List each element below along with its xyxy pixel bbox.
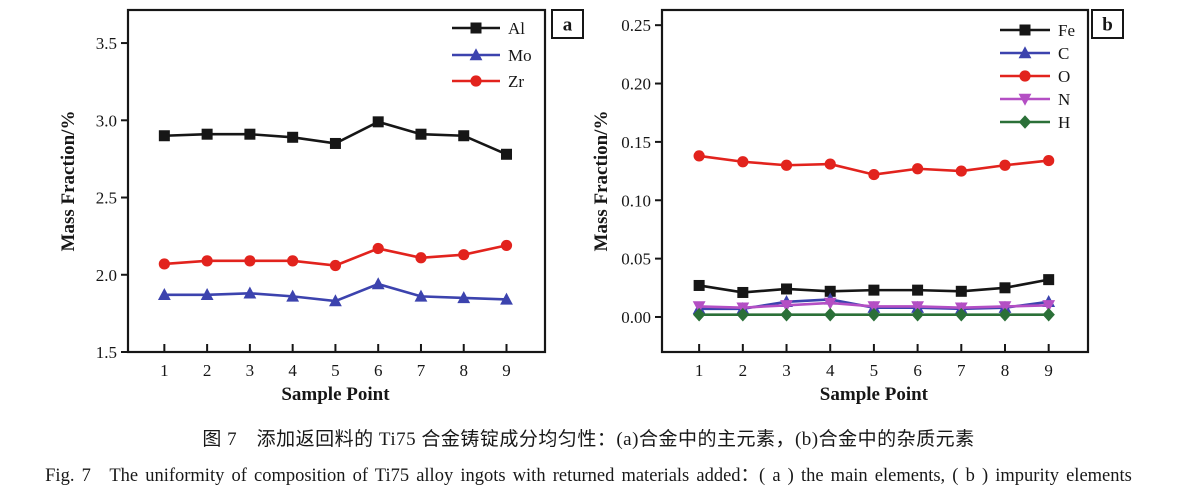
- svg-text:1: 1: [695, 361, 704, 380]
- svg-text:3.0: 3.0: [96, 111, 117, 130]
- panel-a: 1.5 2.0 2.5 3.0 3.5 1 2 3 4 5 6 7 8 9 Mass Fraction/% S…: [58, 8, 584, 405]
- svg-text:3.5: 3.5: [96, 34, 117, 53]
- svg-text:Fe: Fe: [1058, 21, 1075, 40]
- legend-item-O: O: [1000, 67, 1070, 86]
- svg-text:H: H: [1058, 113, 1070, 132]
- svg-text:a: a: [563, 15, 573, 36]
- svg-text:7: 7: [417, 361, 426, 380]
- svg-text:N: N: [1058, 90, 1070, 109]
- svg-text:8: 8: [459, 361, 468, 380]
- series-Al: [158, 116, 513, 160]
- series-H: [692, 307, 1055, 322]
- svg-text:Al: Al: [508, 19, 525, 38]
- svg-text:b: b: [1102, 15, 1113, 36]
- svg-text:4: 4: [826, 361, 835, 380]
- svg-text:O: O: [1058, 67, 1070, 86]
- legend-item-Al: Al: [452, 19, 525, 38]
- series-Mo: [157, 277, 513, 307]
- y-axis-title: Mass Fraction/%: [591, 111, 612, 252]
- panel-label-box-a: a: [551, 9, 584, 39]
- plot-frame: [126, 8, 547, 354]
- svg-text:7: 7: [957, 361, 966, 380]
- svg-text:2: 2: [739, 361, 748, 380]
- legend-a: Al Mo Zr: [452, 19, 532, 91]
- y-axis-title: Mass Fraction/%: [58, 111, 79, 252]
- svg-text:5: 5: [870, 361, 879, 380]
- svg-text:5: 5: [331, 361, 340, 380]
- legend-item-N: N: [1000, 90, 1070, 109]
- series-Zr: [158, 239, 513, 272]
- svg-text:0.10: 0.10: [621, 191, 651, 210]
- svg-text:1: 1: [160, 361, 169, 380]
- svg-text:6: 6: [913, 361, 922, 380]
- caption-english: Fig. 7 The uniformity of composition of …: [45, 466, 1132, 486]
- svg-text:2: 2: [203, 361, 212, 380]
- legend-item-Mo: Mo: [452, 46, 532, 65]
- svg-text:0.15: 0.15: [621, 133, 651, 152]
- svg-text:4: 4: [288, 361, 297, 380]
- svg-text:9: 9: [1044, 361, 1053, 380]
- plot-frame: [660, 8, 1090, 354]
- svg-text:Mo: Mo: [508, 46, 532, 65]
- svg-text:0.20: 0.20: [621, 75, 651, 94]
- svg-text:0.05: 0.05: [621, 250, 651, 269]
- legend-item-C: C: [1000, 44, 1069, 63]
- svg-text:3: 3: [782, 361, 791, 380]
- svg-text:C: C: [1058, 44, 1069, 63]
- axes-b: 0.00 0.05 0.10 0.15 0.20 0.25 1 2 3 4 5 6 7 8 9: [621, 16, 1053, 380]
- legend-item-Fe: Fe: [1000, 21, 1075, 40]
- x-axis-title: Sample Point: [281, 384, 390, 405]
- legend-item-Zr: Zr: [452, 72, 524, 91]
- svg-text:9: 9: [502, 361, 511, 380]
- caption-chinese: 图 7 添加返回料的 Ti75 合金铸锭成分均匀性：(a)合金中的主元素，(b)…: [202, 429, 975, 450]
- svg-text:1.5: 1.5: [96, 343, 117, 362]
- series-O: [693, 150, 1055, 181]
- svg-text:0.00: 0.00: [621, 308, 651, 327]
- panel-label-box-b: b: [1091, 9, 1124, 39]
- x-axis-title: Sample Point: [820, 384, 929, 405]
- panel-b: 0.00 0.05 0.10 0.15 0.20 0.25 1 2 3 4 5 6 7 8 9 Mass Fr…: [591, 8, 1124, 405]
- svg-text:2.0: 2.0: [96, 266, 117, 285]
- svg-text:8: 8: [1001, 361, 1010, 380]
- series-Fe: [693, 274, 1055, 298]
- svg-text:3: 3: [246, 361, 255, 380]
- svg-text:Zr: Zr: [508, 72, 524, 91]
- svg-text:2.5: 2.5: [96, 189, 117, 208]
- legend-item-H: H: [1000, 113, 1070, 132]
- svg-text:0.25: 0.25: [621, 16, 651, 35]
- charts-canvas: 1.5 2.0 2.5 3.0 3.5 1 2 3 4 5 6 7 8 9 Mass Fraction/% S…: [58, 8, 1124, 405]
- axes-a: 1.5 2.0 2.5 3.0 3.5 1 2 3 4 5 6 7 8 9: [96, 34, 511, 380]
- svg-text:6: 6: [374, 361, 383, 380]
